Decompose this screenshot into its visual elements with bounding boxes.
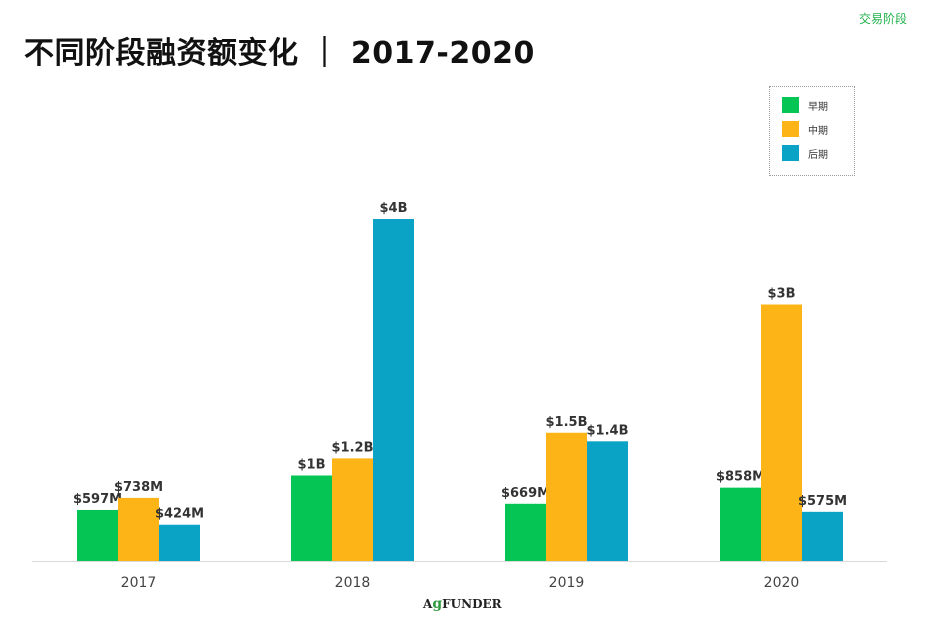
agfunder-logo: AgFUNDER [423,596,502,612]
bar-value-label-late-2019: $1.4B [587,423,629,438]
legend-label-early: 早期 [808,101,828,113]
chart-title: 不同阶段融资额变化 ｜ 2017-2020 [24,36,535,71]
legend-swatch-mid [782,121,799,137]
bar-late-2019 [587,441,628,561]
legend-label-mid: 中期 [808,125,828,137]
logo-text-suffix: FUNDER [442,597,502,611]
chart-legend: 早期 中期 后期 [769,86,855,176]
bar-early-2019 [505,503,546,561]
bar-value-label-late-2018: $4B [380,201,408,216]
bar-value-label-early-2018: $1B [298,458,326,473]
bar-value-label-mid-2020: $3B [768,287,796,302]
legend-swatch-early [782,97,799,113]
legend-item-early: 早期 [782,97,828,113]
bar-mid-2020 [761,304,802,561]
bar-value-label-early-2020: $858M [716,470,765,485]
legend-swatch-late [782,145,799,161]
bar-early-2017 [77,509,118,561]
bar-late-2018 [373,219,414,561]
x-tick-label-2017: 2017 [121,575,157,591]
legend-label-late: 后期 [808,149,828,161]
bar-value-label-early-2017: $597M [73,492,122,507]
bar-mid-2018 [332,458,373,561]
legend-item-mid: 中期 [782,121,828,137]
bar-value-label-mid-2019: $1.5B [546,415,588,430]
legend-item-late: 后期 [782,145,828,161]
bar-early-2018 [291,475,332,561]
corner-section-label: 交易阶段 [858,12,907,26]
bar-value-label-early-2019: $669M [501,486,550,501]
bar-value-label-mid-2018: $1.2B [332,440,374,455]
bar-mid-2017 [118,497,159,561]
bar-early-2020 [720,487,761,561]
bar-value-label-mid-2017: $738M [114,480,163,495]
bar-value-label-late-2017: $424M [155,507,204,522]
logo-text-prefix: A [423,597,433,611]
bar-late-2020 [802,511,843,561]
logo-leaf-letter: g [432,596,443,612]
x-tick-label-2020: 2020 [764,575,800,591]
bar-late-2017 [159,524,200,561]
x-tick-label-2019: 2019 [549,575,585,591]
bar-value-label-late-2020: $575M [798,494,847,509]
bar-mid-2019 [546,432,587,561]
x-tick-label-2018: 2018 [335,575,371,591]
